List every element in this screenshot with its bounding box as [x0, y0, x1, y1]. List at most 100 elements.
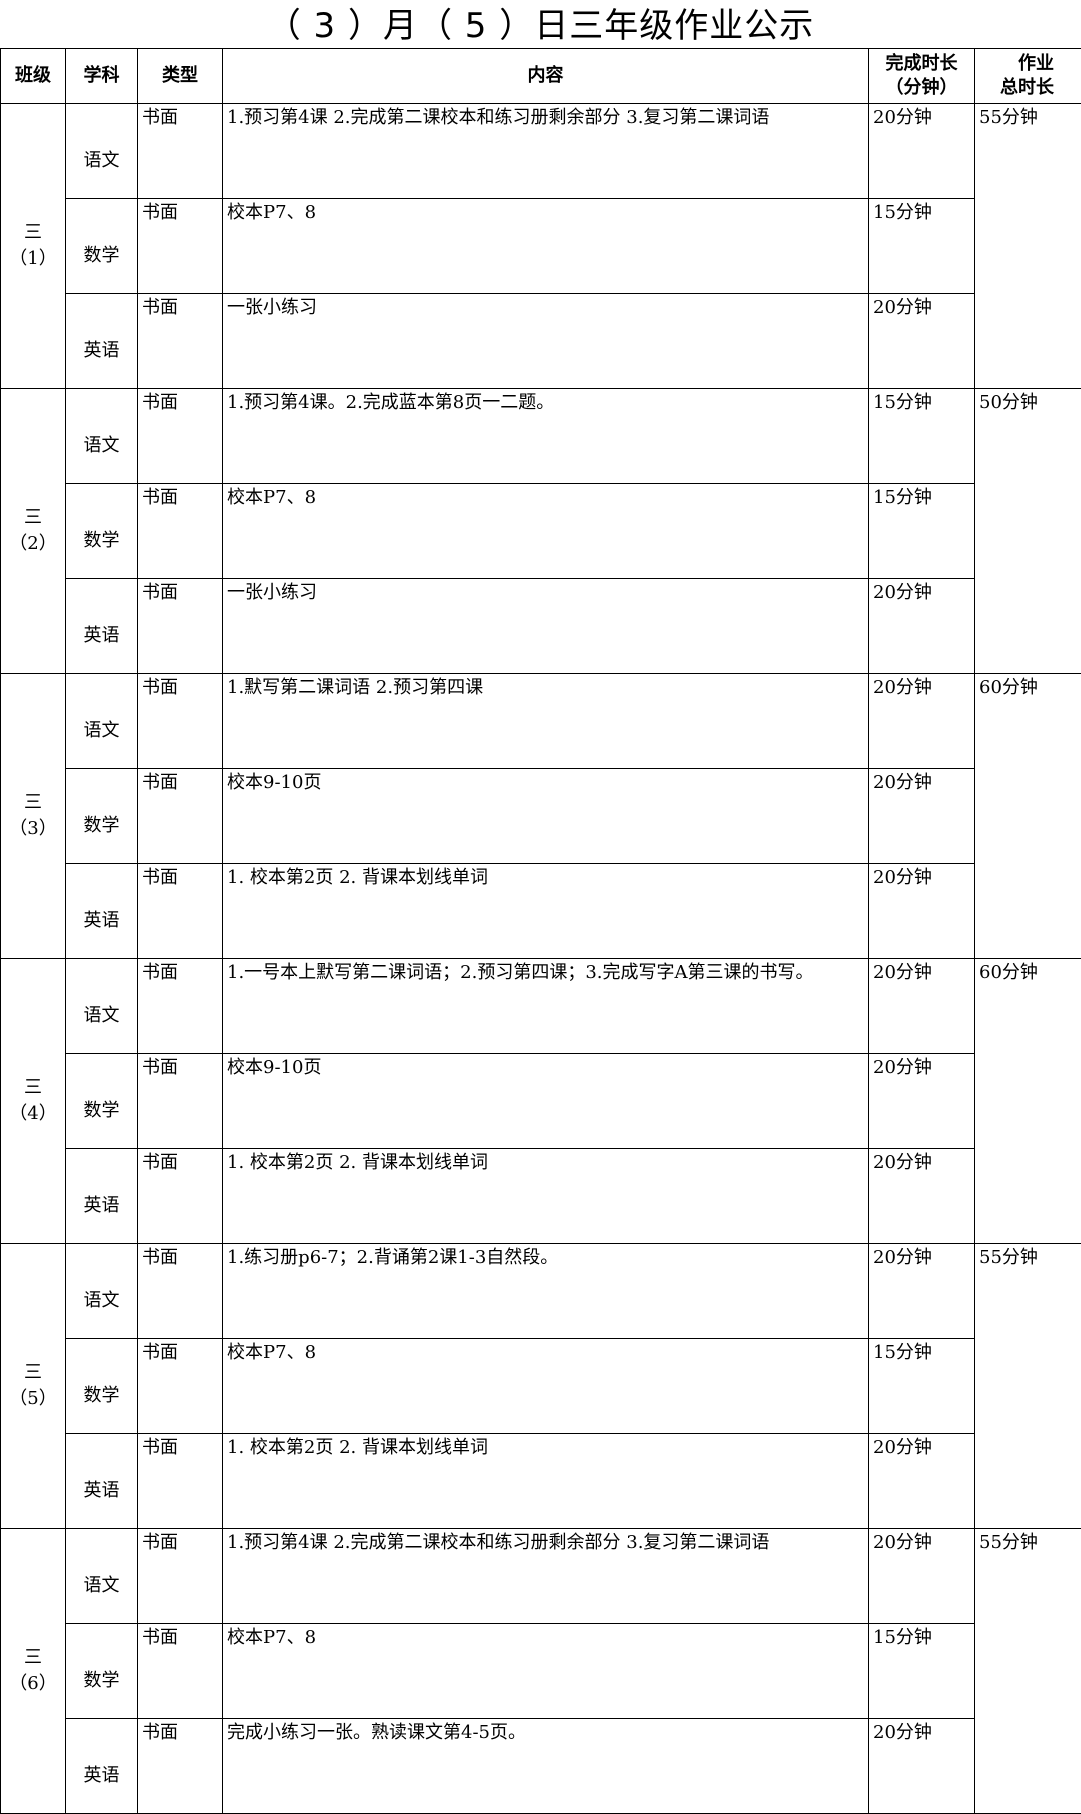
subject-cell: 英语: [66, 1149, 138, 1244]
content-cell: 校本P7、8: [223, 1624, 869, 1719]
type-cell: 书面: [138, 1529, 223, 1624]
content-cell: 1.一号本上默写第二课词语；2.预习第四课；3.完成写字A第三课的书写。: [223, 959, 869, 1054]
time-cell: 15分钟: [869, 199, 975, 294]
header-duration-line1: 完成时长: [886, 53, 958, 74]
content-cell: 1. 校本第2页 2. 背课本划线单词: [223, 864, 869, 959]
type-cell: 书面: [138, 389, 223, 484]
time-cell: 20分钟: [869, 1054, 975, 1149]
type-cell: 书面: [138, 199, 223, 294]
page-title: （ 3 ）月（ 5 ）日三年级作业公示: [0, 0, 1081, 48]
subject-cell: 语文: [66, 104, 138, 199]
class-number: （2）: [9, 533, 56, 554]
type-cell: 书面: [138, 1244, 223, 1339]
type-cell: 书面: [138, 484, 223, 579]
subject-cell: 语文: [66, 1244, 138, 1339]
content-cell: 1.默写第二课词语 2.预习第四课: [223, 674, 869, 769]
class-cell: 三 （6）: [1, 1529, 66, 1814]
class-number: （6）: [9, 1673, 56, 1694]
subject-cell: 英语: [66, 1719, 138, 1814]
type-cell: 书面: [138, 769, 223, 864]
class-cell: 三 （2）: [1, 389, 66, 674]
class-number: （3）: [9, 818, 56, 839]
content-cell: 一张小练习: [223, 579, 869, 674]
type-cell: 书面: [138, 579, 223, 674]
content-cell: 1.预习第4课 2.完成第二课校本和练习册剩余部分 3.复习第二课词语: [223, 1529, 869, 1624]
class-cell: 三 （4）: [1, 959, 66, 1244]
class-cell: 三（3）: [1, 674, 66, 959]
class-cell: 三（1）: [1, 104, 66, 389]
header-row: 班级 学科 类型 内容 完成时长（分钟） 作业总时长: [1, 49, 1081, 104]
header-type: 类型: [138, 49, 223, 104]
type-cell: 书面: [138, 104, 223, 199]
content-cell: 校本P7、8: [223, 1339, 869, 1434]
total-time-cell: 55分钟: [975, 1529, 1081, 1814]
subject-cell: 数学: [66, 769, 138, 864]
total-time-cell: 60分钟: [975, 674, 1081, 959]
time-cell: 20分钟: [869, 674, 975, 769]
time-cell: 20分钟: [869, 1529, 975, 1624]
time-cell: 20分钟: [869, 864, 975, 959]
subject-cell: 数学: [66, 1624, 138, 1719]
content-cell: 1.预习第4课 2.完成第二课校本和练习册剩余部分 3.复习第二课词语: [223, 104, 869, 199]
content-cell: 1.预习第4课。2.完成蓝本第8页一二题。: [223, 389, 869, 484]
class-name: 三: [24, 1362, 42, 1383]
class-name: 三: [24, 1077, 42, 1098]
subject-cell: 英语: [66, 1434, 138, 1529]
type-cell: 书面: [138, 294, 223, 389]
header-class: 班级: [1, 49, 66, 104]
subject-cell: 数学: [66, 484, 138, 579]
table-row: 英语书面完成小练习一张。熟读课文第4-5页。20分钟: [1, 1719, 1081, 1814]
header-content: 内容: [223, 49, 869, 104]
time-cell: 15分钟: [869, 389, 975, 484]
content-cell: 校本9-10页: [223, 769, 869, 864]
type-cell: 书面: [138, 959, 223, 1054]
time-cell: 20分钟: [869, 1149, 975, 1244]
content-cell: 校本P7、8: [223, 199, 869, 294]
content-cell: 校本9-10页: [223, 1054, 869, 1149]
subject-cell: 数学: [66, 1054, 138, 1149]
total-time-cell: 60分钟: [975, 959, 1081, 1244]
content-cell: 一张小练习: [223, 294, 869, 389]
header-duration: 完成时长 （分钟）: [869, 49, 975, 104]
header-subject: 学科: [66, 49, 138, 104]
time-cell: 20分钟: [869, 104, 975, 199]
subject-cell: 语文: [66, 959, 138, 1054]
content-cell: 校本P7、8: [223, 484, 869, 579]
type-cell: 书面: [138, 1339, 223, 1434]
time-cell: 20分钟: [869, 579, 975, 674]
subject-cell: 数学: [66, 199, 138, 294]
content-cell: 完成小练习一张。熟读课文第4-5页。: [223, 1719, 869, 1814]
time-cell: 20分钟: [869, 1719, 975, 1814]
subject-cell: 英语: [66, 579, 138, 674]
total-time-cell: 50分钟: [975, 389, 1081, 674]
class-name: 三: [24, 1647, 42, 1668]
class-number: （4）: [9, 1103, 56, 1124]
subject-cell: 数学: [66, 1339, 138, 1434]
total-time-cell: 55分钟: [975, 1244, 1081, 1529]
time-cell: 20分钟: [869, 1434, 975, 1529]
time-cell: 15分钟: [869, 1624, 975, 1719]
header-duration-line2: （分钟）: [886, 77, 958, 98]
time-cell: 15分钟: [869, 484, 975, 579]
type-cell: 书面: [138, 1149, 223, 1244]
class-name: 三: [24, 507, 42, 528]
class-number: （1）: [9, 248, 56, 269]
type-cell: 书面: [138, 674, 223, 769]
subject-cell: 语文: [66, 674, 138, 769]
